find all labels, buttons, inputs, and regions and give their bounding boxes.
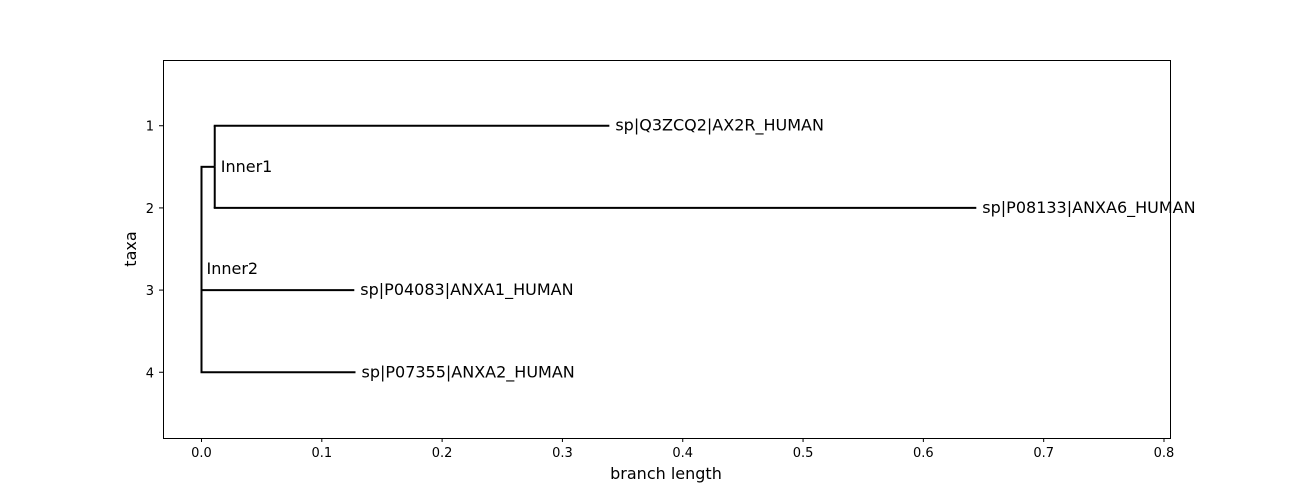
leaf-label: sp|Q3ZCQ2|AX2R_HUMAN <box>615 116 824 136</box>
x-tick-label: 0.5 <box>793 446 814 461</box>
x-tick-label: 0.0 <box>191 446 212 461</box>
x-tick-label: 0.8 <box>1154 446 1175 461</box>
x-axis-ticks: 0.0 0.1 0.2 0.3 0.4 0.5 0.6 0.7 0.8 <box>191 438 1174 461</box>
y-tick-label: 1 <box>146 120 154 135</box>
y-axis-title: taxa <box>121 231 140 266</box>
y-tick-label: 2 <box>146 202 154 217</box>
y-tick-label: 3 <box>146 284 154 299</box>
x-tick-label: 0.2 <box>432 446 453 461</box>
inner-node-label: Inner2 <box>206 259 258 278</box>
leaf-label: sp|P04083|ANXA1_HUMAN <box>360 280 573 300</box>
leaf-label: sp|P08133|ANXA6_HUMAN <box>982 198 1195 218</box>
x-tick-label: 0.6 <box>913 446 934 461</box>
x-tick-label: 0.3 <box>552 446 573 461</box>
x-axis-title: branch length <box>610 464 722 483</box>
x-tick-label: 0.4 <box>672 446 693 461</box>
leaf-label: sp|P07355|ANXA2_HUMAN <box>361 362 574 382</box>
y-tick-label: 4 <box>146 366 154 381</box>
x-tick-label: 0.1 <box>311 446 332 461</box>
plot-background <box>163 60 1170 438</box>
plot-frame <box>163 60 1171 439</box>
y-axis-ticks: 1 2 3 4 <box>146 120 163 381</box>
x-tick-label: 0.7 <box>1033 446 1054 461</box>
node-labels: Inner1 Inner2 sp|Q3ZCQ2|AX2R_HUMAN sp|P0813… <box>206 116 1195 383</box>
tree-edges <box>200 124 977 374</box>
inner-node-label: Inner1 <box>221 157 273 176</box>
